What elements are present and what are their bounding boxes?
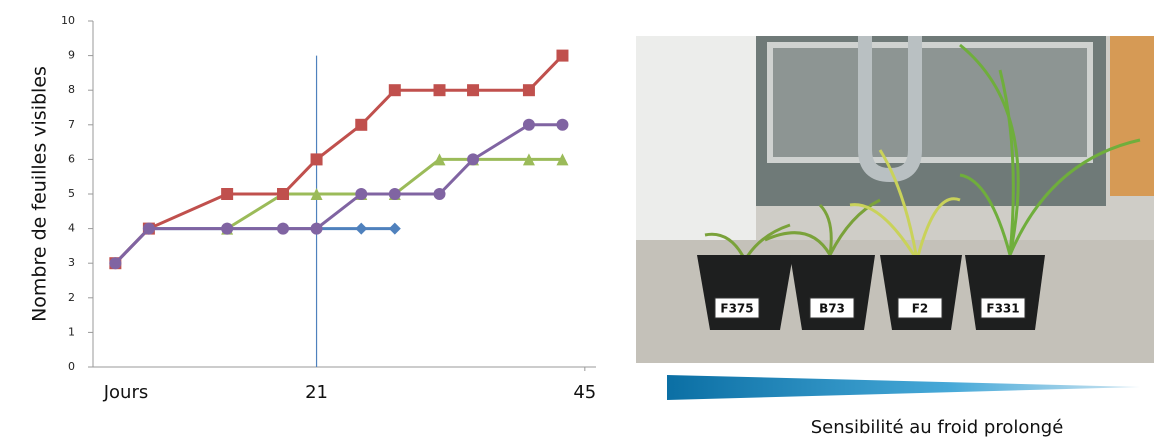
x-axis-title: Jours [103, 382, 149, 403]
data-point [433, 153, 446, 166]
data-point [221, 188, 234, 200]
y-axis-title: Nombre de feuilles visibles [29, 66, 51, 322]
data-point [388, 84, 401, 97]
data-point [310, 153, 323, 166]
y-tick-label: 9 [68, 49, 75, 62]
series-line [114, 227, 395, 265]
plants [704, 43, 1141, 261]
data-point [388, 188, 401, 200]
data-point [109, 257, 122, 270]
pot-label: F375 [720, 302, 753, 316]
pot-label-box [980, 297, 1026, 319]
door [636, 36, 756, 241]
caption: Sensibilité au froid prolongé [811, 417, 1064, 438]
gradient-triangle [667, 375, 1140, 400]
y-tick-label: 0 [68, 360, 75, 373]
data-point [277, 188, 290, 200]
photo: F375 B73 F2 F331 [636, 36, 1154, 363]
y-tick-label: 5 [68, 187, 75, 200]
data-point [433, 84, 446, 97]
data-point [556, 153, 569, 166]
x-tick-label: 45 [573, 382, 596, 403]
y-tick-label: 10 [61, 14, 75, 27]
pot-label-box [714, 297, 760, 319]
pot-label-box [897, 297, 943, 319]
window-frame [767, 42, 1093, 163]
data-point [467, 84, 480, 97]
data-point [310, 188, 323, 200]
data-point [433, 188, 446, 200]
pot-label: F2 [912, 302, 929, 316]
pot-label-box [809, 297, 855, 319]
data-point [522, 118, 535, 131]
y-tick-label: 1 [68, 325, 75, 338]
x-tick-label: 21 [305, 382, 328, 403]
data-point [310, 222, 323, 235]
data-point [355, 118, 368, 131]
pot-label: F331 [986, 302, 1019, 316]
y-tick-label: 4 [68, 222, 75, 235]
wood [1110, 36, 1154, 196]
chart: Nombre de feuilles visibles Jours 012345… [29, 14, 597, 403]
data-point [522, 84, 535, 97]
y-tick-label: 8 [68, 83, 75, 96]
pipe [858, 36, 922, 183]
y-tick-label: 2 [68, 291, 75, 304]
y-tick-label: 7 [68, 118, 75, 131]
data-point [388, 222, 401, 235]
data-point [355, 188, 368, 200]
data-point [277, 222, 290, 235]
data-point [355, 222, 368, 235]
data-point [142, 222, 155, 235]
y-tick-label: 6 [68, 152, 75, 165]
data-point [467, 153, 480, 166]
y-tick-label: 3 [68, 256, 75, 269]
data-point [221, 222, 234, 235]
data-point [522, 153, 535, 166]
pot-label: B73 [819, 302, 845, 316]
data-point [556, 49, 569, 62]
data-point [556, 118, 569, 131]
